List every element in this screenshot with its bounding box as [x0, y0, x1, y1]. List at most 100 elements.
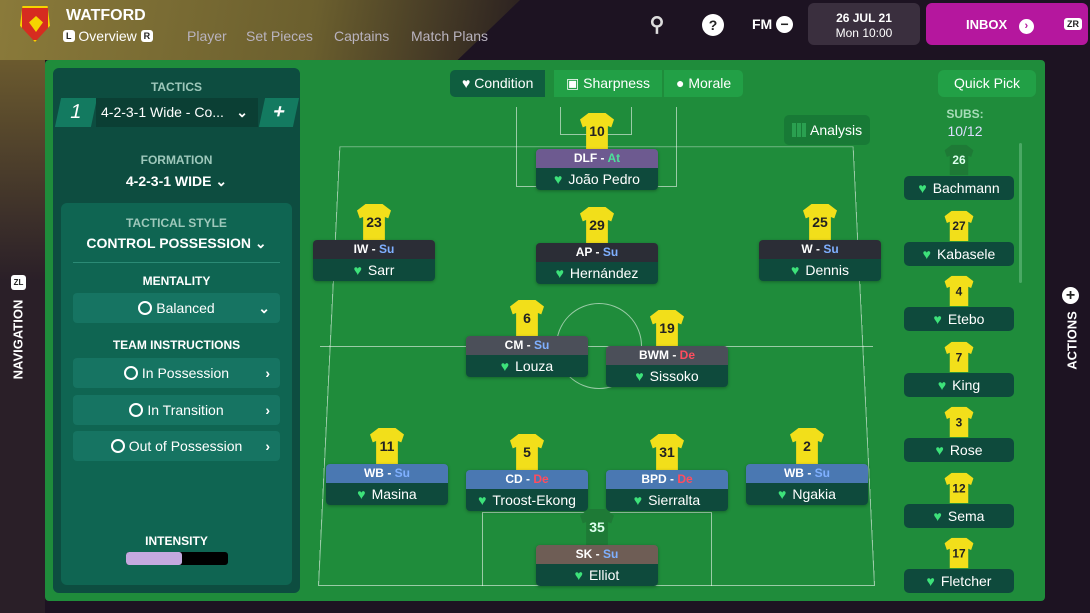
player-card[interactable]: BPD - De ♥ Sierralta	[606, 470, 728, 511]
add-tactic-button[interactable]: +	[258, 98, 300, 127]
tab-overview[interactable]: L Overview R	[63, 28, 154, 44]
sub-player[interactable]: ♥ Sema	[904, 503, 1014, 528]
mentality-value: Balanced	[156, 300, 215, 316]
sub-player[interactable]: ♥ King	[904, 372, 1014, 397]
player-card[interactable]: BWM - De ♥ Sissoko	[606, 346, 728, 387]
duty: Su	[379, 242, 395, 256]
search-icon[interactable]: ⚲	[649, 14, 665, 36]
intensity-label: INTENSITY	[145, 534, 208, 548]
sub-name: Sema	[947, 507, 985, 524]
heart-icon: ♥	[791, 262, 800, 278]
mentality-select[interactable]: Balanced ⌄	[73, 293, 280, 323]
duty: At	[607, 151, 621, 165]
mentality-icon	[138, 301, 153, 315]
sharpness-tab[interactable]: ▣ Sharpness	[554, 70, 663, 97]
heart-icon: ♥	[357, 486, 366, 502]
chevron-right-icon: ›	[265, 365, 270, 381]
player-name: Sarr	[367, 262, 395, 278]
key-l: L	[63, 30, 75, 42]
help-icon[interactable]: ?	[702, 14, 724, 36]
player-role: WB - Su	[326, 464, 448, 483]
heart-icon: ♥	[933, 311, 942, 327]
tactic-select[interactable]: 4-2-3-1 Wide - Co... ⌄	[96, 98, 258, 127]
heart-icon: ♥	[933, 507, 942, 524]
chevron-right-icon: ›	[265, 402, 270, 418]
tab-player[interactable]: Player	[187, 28, 227, 44]
sub-player[interactable]: ♥ Bachmann	[904, 176, 1014, 200]
role: WB	[363, 466, 384, 480]
player-name: Sierralta	[648, 492, 701, 508]
quick-pick-button[interactable]: Quick Pick	[938, 70, 1036, 97]
duty: Su	[602, 245, 619, 259]
tab-captains[interactable]: Captains	[334, 28, 390, 44]
player-card[interactable]: WB - Su ♥ Ngakia	[746, 464, 868, 505]
sub-player[interactable]: ♥ Kabasele	[904, 241, 1014, 266]
formation-select[interactable]: 4-2-3-1 WIDE ⌄	[53, 173, 300, 190]
player-role: CD - De	[466, 470, 588, 489]
fm-button[interactable]: FM −	[752, 16, 794, 33]
role: IW	[353, 242, 369, 256]
condition-tab[interactable]: ♥ Condition	[450, 70, 546, 97]
player-card[interactable]: WB - Su ♥ Masina	[326, 464, 448, 505]
player-name-row: ♥ Sarr	[313, 259, 435, 281]
player-role: W - Su	[759, 240, 881, 259]
heart-icon: ♥	[937, 376, 947, 393]
heart-icon: ♥	[554, 171, 563, 187]
player-card[interactable]: AP - Su ♥ Hernández	[536, 243, 658, 284]
player-card[interactable]: W - Su ♥ Dennis	[759, 240, 881, 281]
role: AP	[575, 245, 593, 259]
inbox-label: INBOX	[966, 17, 1008, 32]
sub-player[interactable]: ♥ Rose	[904, 438, 1014, 462]
in-possession-button[interactable]: In Possession ›	[73, 358, 280, 388]
fm-label: FM	[752, 16, 773, 32]
navigation-button[interactable]: NAVIGATION	[10, 299, 26, 380]
actions-button[interactable]: ACTIONS	[1064, 311, 1080, 370]
player-name-row: ♥ Hernández	[536, 262, 658, 284]
analysis-label: Analysis	[810, 122, 863, 138]
subs-scrollbar[interactable]	[1019, 143, 1022, 283]
chevron-down-icon: ⌄	[215, 173, 228, 189]
out-of-possession-icon	[110, 439, 125, 453]
tab-set-pieces[interactable]: Set Pieces	[246, 28, 313, 44]
chevron-down-icon: ⌄	[236, 104, 248, 120]
tactics-title: TACTICS	[150, 80, 203, 94]
player-name: Troost-Ekong	[492, 492, 576, 508]
player-role: SK - Su	[536, 545, 658, 564]
player-card[interactable]: CM - Su ♥ Louza	[466, 336, 588, 377]
sub-player[interactable]: ♥ Etebo	[904, 307, 1014, 331]
role: CD	[505, 472, 523, 486]
in-transition-button[interactable]: In Transition ›	[73, 395, 280, 425]
analysis-button[interactable]: Analysis	[784, 115, 870, 145]
player-card[interactable]: CD - De ♥ Troost-Ekong	[466, 470, 588, 511]
tactic-slot[interactable]: 1	[54, 98, 98, 127]
player-card[interactable]: SK - Su ♥ Elliot	[536, 545, 658, 586]
morale-tab[interactable]: ● Morale	[664, 70, 744, 97]
time: Mon 10:00	[835, 26, 893, 40]
tab-label: Overview	[78, 28, 137, 44]
player-card[interactable]: DLF - At ♥ João Pedro	[536, 149, 658, 190]
morale-icon: ●	[676, 75, 685, 91]
plus-circle-icon[interactable]: +	[1062, 287, 1079, 304]
heart-icon: ♥	[500, 358, 510, 374]
tab-match-plans[interactable]: Match Plans	[411, 28, 489, 44]
heart-icon: ♥	[926, 573, 935, 589]
duty: De	[679, 348, 695, 362]
heart-icon: ♥	[574, 567, 583, 583]
intensity-slider[interactable]	[126, 552, 228, 565]
tactical-style-label: TACTICAL STYLE	[126, 216, 227, 230]
grid-icon	[792, 123, 806, 137]
date-button[interactable]: 26 JUL 21 Mon 10:00	[808, 3, 920, 45]
sub-name: King	[952, 376, 981, 393]
inbox-button[interactable]: INBOX › ZR	[926, 3, 1088, 45]
sub-player[interactable]: ♥ Fletcher	[904, 569, 1014, 593]
tactical-style-select[interactable]: CONTROL POSSESSION ⌄	[61, 235, 292, 252]
player-card[interactable]: IW - Su ♥ Sarr	[313, 240, 435, 281]
player-name-row: ♥ Troost-Ekong	[466, 489, 588, 511]
out-of-possession-button[interactable]: Out of Possession ›	[73, 431, 280, 461]
arrow-right-icon: ›	[1018, 19, 1034, 34]
divider	[73, 262, 280, 263]
key-zr: ZR	[1064, 18, 1082, 30]
player-role: CM - Su	[466, 336, 588, 355]
player-name: Elliot	[588, 567, 620, 583]
player-role: BWM - De	[606, 346, 728, 365]
